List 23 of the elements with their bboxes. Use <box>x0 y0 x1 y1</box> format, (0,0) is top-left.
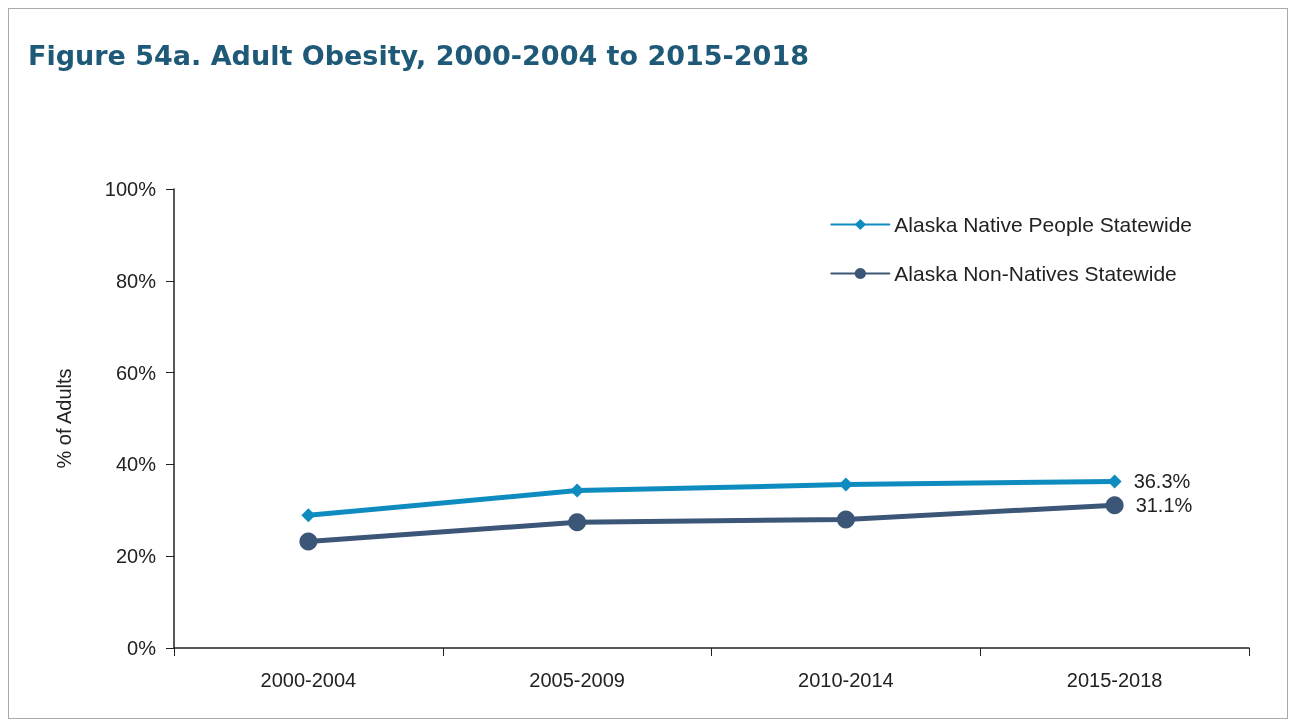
point <box>838 477 853 492</box>
y-tick-label: 40% <box>115 453 157 476</box>
x-tick-label: 2005-2009 <box>529 669 625 691</box>
y-axis-title: % of Adults <box>53 368 75 469</box>
point <box>299 532 318 551</box>
data-label: 31.1% <box>1135 494 1193 517</box>
y-tick-label: 100% <box>104 178 157 200</box>
x-tick-label: 2010-2014 <box>798 669 894 691</box>
y-tick-label: 0% <box>127 637 157 659</box>
legend-label: Alaska Native People Statewide <box>894 213 1192 236</box>
point <box>836 510 855 529</box>
point <box>301 508 316 523</box>
point <box>570 483 585 498</box>
x-tick-label: 2000-2004 <box>260 669 357 691</box>
y-tick-label: 20% <box>115 545 157 568</box>
legend-label: Alaska Non-Natives Statewide <box>894 262 1177 285</box>
y-tick-label: 60% <box>115 361 157 384</box>
point <box>1105 496 1124 515</box>
chart-title: Figure 54a. Adult Obesity, 2000-2004 to 2015-2018 <box>28 40 809 71</box>
point <box>568 513 587 532</box>
y-tick-label: 80% <box>115 269 157 292</box>
data-label: 36.3% <box>1133 470 1191 493</box>
x-tick-label: 2015-2018 <box>1066 669 1163 691</box>
